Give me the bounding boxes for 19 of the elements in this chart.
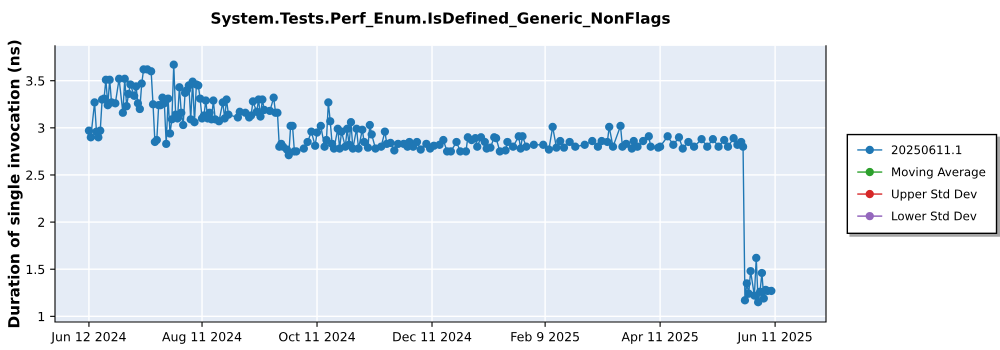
x-tick-label: Aug 11 2024: [162, 332, 242, 344]
x-tick-label: Oct 11 2024: [279, 332, 355, 342]
y-tick-label: 3: [38, 123, 44, 133]
y-tick-label: 1.5: [26, 264, 44, 274]
x-tick-label: Jun 12 2024: [50, 332, 126, 344]
x-tick-label: Apr 11 2025: [622, 332, 698, 344]
legend-label: Lower Std Dev: [892, 211, 976, 220]
x-tick-label: Dec 11 2024: [393, 332, 472, 342]
y-tick-label: 1: [38, 312, 44, 322]
y-tick-label: 2.5: [26, 170, 44, 180]
legend-label: 20250611.1: [892, 145, 962, 154]
x-tick-label: Jun 11 2025: [736, 332, 812, 344]
y-tick-label: 2: [38, 218, 44, 227]
y-axis-title: Duration of single invocation (ns): [8, 40, 23, 328]
y-tick-label: 3.5: [26, 76, 44, 86]
legend-label: Upper Std Dev: [892, 189, 977, 201]
x-tick-label: Feb 9 2025: [511, 332, 579, 342]
legend-label: Moving Average: [892, 167, 986, 179]
chart-title: System.Tests.Perf_Enum.IsDefined_Generic_NonFlags: [212, 12, 670, 28]
